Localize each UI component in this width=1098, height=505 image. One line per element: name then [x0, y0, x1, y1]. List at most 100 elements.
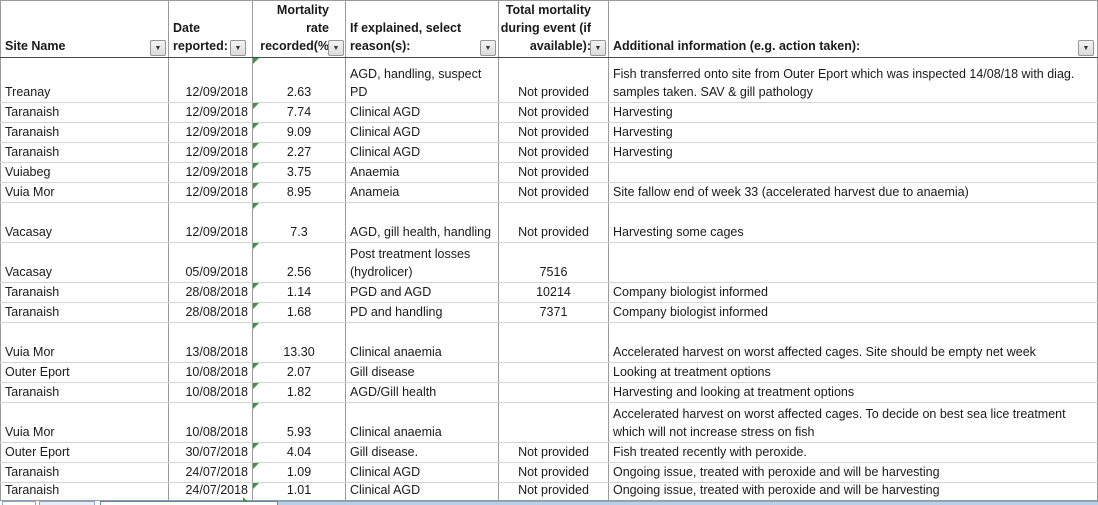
- total-mortality-cell[interactable]: 7516: [498, 243, 608, 282]
- sheet-tab-active[interactable]: [100, 501, 278, 505]
- mortality-rate-cell[interactable]: 5.93: [252, 403, 345, 442]
- site-name-cell[interactable]: Taranaish: [0, 123, 168, 142]
- date-reported-cell[interactable]: 12/09/2018: [168, 183, 252, 202]
- reason-cell[interactable]: AGD, gill health, handling: [345, 203, 498, 242]
- mortality-rate-cell[interactable]: 2.56: [252, 243, 345, 282]
- date-reported-cell[interactable]: 12/09/2018: [168, 143, 252, 162]
- reason-cell[interactable]: Clinical anaemia: [345, 323, 498, 362]
- site-name-cell[interactable]: Outer Eport: [0, 363, 168, 382]
- mortality-rate-cell[interactable]: 1.82: [252, 383, 345, 402]
- site-name-cell[interactable]: Vacasay: [0, 203, 168, 242]
- sheet-tab[interactable]: [39, 501, 95, 505]
- header-additional-info[interactable]: Additional information (e.g. action take…: [608, 1, 1098, 57]
- filter-dropdown-icon[interactable]: ▼: [230, 40, 246, 56]
- filter-dropdown-icon[interactable]: ▼: [1078, 40, 1094, 56]
- filter-dropdown-icon[interactable]: ▼: [480, 40, 496, 56]
- site-name-cell[interactable]: Vuiabeg: [0, 163, 168, 182]
- additional-info-cell[interactable]: Looking at treatment options: [608, 363, 1098, 382]
- mortality-rate-cell[interactable]: 2.63: [252, 58, 345, 102]
- site-name-cell[interactable]: Taranaish: [0, 303, 168, 322]
- additional-info-cell[interactable]: Fish transferred onto site from Outer Ep…: [608, 58, 1098, 102]
- date-reported-cell[interactable]: 12/09/2018: [168, 203, 252, 242]
- site-name-cell[interactable]: Taranaish: [0, 483, 168, 500]
- header-mortality-rate[interactable]: Mortality rate recorded(% ▼: [252, 1, 345, 57]
- reason-cell[interactable]: Gill disease.: [345, 443, 498, 462]
- date-reported-cell[interactable]: 28/08/2018: [168, 283, 252, 302]
- date-reported-cell[interactable]: 30/07/2018: [168, 443, 252, 462]
- filter-dropdown-icon[interactable]: ▼: [150, 40, 166, 56]
- additional-info-cell[interactable]: Company biologist informed: [608, 303, 1098, 322]
- total-mortality-cell[interactable]: Not provided: [498, 103, 608, 122]
- total-mortality-cell[interactable]: [498, 403, 608, 442]
- additional-info-cell[interactable]: Accelerated harvest on worst affected ca…: [608, 323, 1098, 362]
- site-name-cell[interactable]: Taranaish: [0, 143, 168, 162]
- date-reported-cell[interactable]: 24/07/2018: [168, 483, 252, 500]
- site-name-cell[interactable]: Vacasay: [0, 243, 168, 282]
- mortality-rate-cell[interactable]: 3.75: [252, 163, 345, 182]
- total-mortality-cell[interactable]: Not provided: [498, 163, 608, 182]
- reason-cell[interactable]: Anaemia: [345, 163, 498, 182]
- date-reported-cell[interactable]: 10/08/2018: [168, 363, 252, 382]
- header-total-mortality[interactable]: Total mortality during event (if availab…: [498, 1, 608, 57]
- site-name-cell[interactable]: Taranaish: [0, 463, 168, 482]
- mortality-rate-cell[interactable]: 2.07: [252, 363, 345, 382]
- total-mortality-cell[interactable]: 10214: [498, 283, 608, 302]
- site-name-cell[interactable]: Taranaish: [0, 383, 168, 402]
- date-reported-cell[interactable]: 10/08/2018: [168, 383, 252, 402]
- additional-info-cell[interactable]: Site fallow end of week 33 (accelerated …: [608, 183, 1098, 202]
- date-reported-cell[interactable]: 12/09/2018: [168, 58, 252, 102]
- filter-dropdown-icon[interactable]: ▼: [590, 40, 606, 56]
- reason-cell[interactable]: Clinical AGD: [345, 103, 498, 122]
- reason-cell[interactable]: Gill disease: [345, 363, 498, 382]
- site-name-cell[interactable]: Treanay: [0, 58, 168, 102]
- mortality-rate-cell[interactable]: 1.14: [252, 283, 345, 302]
- additional-info-cell[interactable]: Harvesting: [608, 103, 1098, 122]
- additional-info-cell[interactable]: [608, 163, 1098, 182]
- mortality-rate-cell[interactable]: 2.27: [252, 143, 345, 162]
- header-reason[interactable]: If explained, select reason(s): ▼: [345, 1, 498, 57]
- date-reported-cell[interactable]: 10/08/2018: [168, 403, 252, 442]
- reason-cell[interactable]: Clinical AGD: [345, 483, 498, 500]
- mortality-rate-cell[interactable]: 7.74: [252, 103, 345, 122]
- header-date-reported[interactable]: Date reported: ▼: [168, 1, 252, 57]
- total-mortality-cell[interactable]: [498, 323, 608, 362]
- mortality-rate-cell[interactable]: 7.3: [252, 203, 345, 242]
- date-reported-cell[interactable]: 05/09/2018: [168, 243, 252, 282]
- date-reported-cell[interactable]: 12/09/2018: [168, 123, 252, 142]
- site-name-cell[interactable]: Outer Eport: [0, 443, 168, 462]
- total-mortality-cell[interactable]: [498, 363, 608, 382]
- date-reported-cell[interactable]: 24/07/2018: [168, 463, 252, 482]
- reason-cell[interactable]: PD and handling: [345, 303, 498, 322]
- additional-info-cell[interactable]: Ongoing issue, treated with peroxide and…: [608, 483, 1098, 500]
- total-mortality-cell[interactable]: 7371: [498, 303, 608, 322]
- header-site-name[interactable]: Site Name ▼: [0, 1, 168, 57]
- additional-info-cell[interactable]: Harvesting and looking at treatment opti…: [608, 383, 1098, 402]
- additional-info-cell[interactable]: Harvesting some cages: [608, 203, 1098, 242]
- additional-info-cell[interactable]: Accelerated harvest on worst affected ca…: [608, 403, 1098, 442]
- total-mortality-cell[interactable]: Not provided: [498, 483, 608, 500]
- filter-dropdown-icon[interactable]: ▼: [328, 40, 344, 56]
- date-reported-cell[interactable]: 12/09/2018: [168, 163, 252, 182]
- mortality-rate-cell[interactable]: 1.68: [252, 303, 345, 322]
- reason-cell[interactable]: Clinical AGD: [345, 123, 498, 142]
- mortality-rate-cell[interactable]: 1.09: [252, 463, 345, 482]
- reason-cell[interactable]: AGD, handling, suspect PD: [345, 58, 498, 102]
- total-mortality-cell[interactable]: Not provided: [498, 203, 608, 242]
- additional-info-cell[interactable]: Harvesting: [608, 123, 1098, 142]
- mortality-rate-cell[interactable]: 9.09: [252, 123, 345, 142]
- reason-cell[interactable]: Anameia: [345, 183, 498, 202]
- mortality-rate-cell[interactable]: 4.04: [252, 443, 345, 462]
- site-name-cell[interactable]: Taranaish: [0, 283, 168, 302]
- reason-cell[interactable]: Clinical anaemia: [345, 403, 498, 442]
- total-mortality-cell[interactable]: [498, 383, 608, 402]
- total-mortality-cell[interactable]: Not provided: [498, 123, 608, 142]
- mortality-rate-cell[interactable]: 8.95: [252, 183, 345, 202]
- total-mortality-cell[interactable]: Not provided: [498, 463, 608, 482]
- reason-cell[interactable]: Post treatment losses (hydrolicer): [345, 243, 498, 282]
- additional-info-cell[interactable]: Ongoing issue, treated with peroxide and…: [608, 463, 1098, 482]
- reason-cell[interactable]: Clinical AGD: [345, 143, 498, 162]
- total-mortality-cell[interactable]: Not provided: [498, 443, 608, 462]
- additional-info-cell[interactable]: Company biologist informed: [608, 283, 1098, 302]
- total-mortality-cell[interactable]: Not provided: [498, 143, 608, 162]
- reason-cell[interactable]: AGD/Gill health: [345, 383, 498, 402]
